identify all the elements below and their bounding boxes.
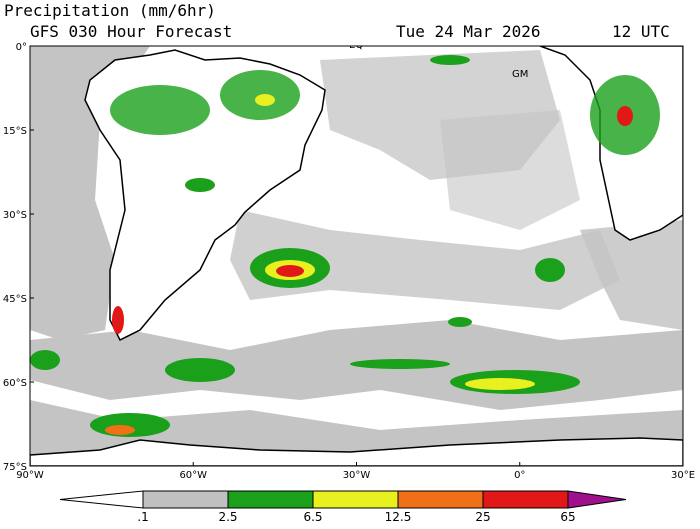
- colorbar-label: 12.5: [385, 510, 412, 524]
- lat-label: 60°S: [3, 378, 27, 389]
- colorbar-label: 25: [475, 510, 490, 524]
- lon-label: 0°: [514, 470, 525, 481]
- lat-label: 45°S: [3, 294, 27, 305]
- place-label: GM: [512, 69, 528, 80]
- colorbar-segment: [397, 490, 484, 509]
- colorbar-cap: [567, 490, 627, 509]
- heavy-precip: [30, 55, 660, 437]
- colorbar-label: 2.5: [218, 510, 237, 524]
- lat-label: 30°S: [3, 210, 27, 221]
- colorbar-label: 6.5: [303, 510, 322, 524]
- colorbar-label: 65: [560, 510, 575, 524]
- colorbar-label: .1: [137, 510, 148, 524]
- axes: 0° 15°S 30°S 45°S 60°S 75°S90°W 60°W 30°W 0° 30°E: [3, 42, 695, 481]
- lat-label: 75°S: [3, 462, 27, 473]
- time: 12 UTC: [612, 22, 670, 41]
- antarctica: [30, 437, 683, 466]
- date: Tue 24 Mar 2026: [396, 22, 541, 41]
- colorbar-segment: [142, 490, 229, 509]
- colorbar-segment: [312, 490, 399, 509]
- lon-label: 90°W: [16, 470, 44, 481]
- lon-label: 60°W: [179, 470, 207, 481]
- lat-label: 15°S: [3, 126, 27, 137]
- lon-label: 30°E: [671, 470, 695, 481]
- light-precip: [30, 46, 683, 466]
- colorbar: .1 2.5 6.5 12.5 25 65: [59, 490, 627, 524]
- place-label: EQ: [349, 40, 363, 51]
- map: EQ GM: [29, 40, 684, 467]
- title: Precipitation (mm/6hr): [4, 1, 216, 20]
- subtitle: GFS 030 Hour Forecast: [30, 22, 232, 41]
- lon-label: 30°W: [343, 470, 371, 481]
- lat-label: 0°: [16, 42, 27, 53]
- colorbar-segment: [482, 490, 569, 509]
- colorbar-cap: [59, 490, 144, 509]
- colorbar-segment: [227, 490, 314, 509]
